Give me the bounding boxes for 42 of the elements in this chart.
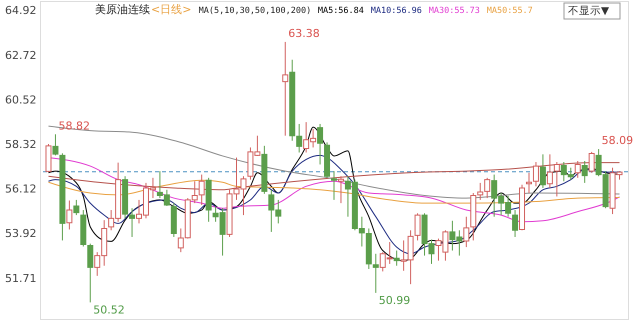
text: MA30:55.73: [428, 6, 480, 16]
candlestick: [394, 250, 400, 266]
annotation: 63.38: [288, 26, 320, 40]
y-tick-label: 58.32: [5, 138, 36, 151]
annotation: 不显示▼: [568, 5, 610, 17]
candlestick: [282, 41, 288, 136]
annotation: 58.82: [58, 119, 90, 132]
candlestick: [588, 151, 595, 174]
candlestick: [317, 123, 324, 165]
candlestick: [296, 123, 302, 154]
annotation: 58.09: [602, 134, 634, 148]
y-tick-label: 56.12: [5, 182, 36, 196]
candlestick: [512, 210, 518, 238]
text: MA50:55.7: [486, 6, 533, 16]
candlestick: [574, 160, 581, 178]
candlestick: [331, 170, 337, 200]
legend-title: MA(5,10,30,50,100,200): [198, 6, 312, 16]
candlestick: [540, 154, 546, 188]
y-tick-label: 51.71: [5, 272, 36, 285]
y-tick-label: 53.92: [5, 227, 36, 240]
y-tick-label: 62.72: [5, 48, 36, 62]
chart-title: 美原油连续: [95, 3, 150, 16]
candlestick: [129, 208, 136, 238]
text: MA10:56.96: [370, 6, 422, 16]
candlestick: [532, 162, 539, 187]
chart-subtitle: <日线>: [151, 3, 192, 16]
annotation: 50.99: [378, 294, 410, 307]
text: MA5:56.84: [318, 6, 364, 16]
annotation: 50.52: [93, 303, 125, 316]
candlestick: [414, 212, 421, 241]
candlestick: [66, 200, 72, 230]
candlestick: [52, 134, 58, 156]
line-series: [48, 180, 620, 204]
y-tick-label: 64.92: [5, 4, 36, 18]
candlestick: [73, 199, 80, 216]
candlestick: [546, 154, 553, 188]
candlestick: [582, 160, 588, 184]
candlestick: [87, 243, 94, 303]
y-tick-label: 60.52: [5, 93, 36, 106]
candlestick: [338, 176, 344, 204]
candlestick: [554, 162, 560, 197]
candlestick: [463, 216, 470, 248]
